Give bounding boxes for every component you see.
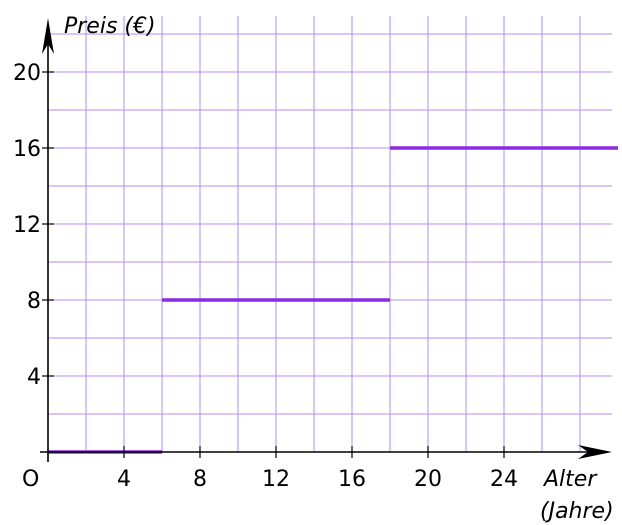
x-tick-label: 24 — [490, 467, 518, 492]
labels: O Preis (€) Alter (Jahre) — [22, 14, 614, 524]
y-tick-label: 16 — [13, 137, 41, 162]
x-axis-arrowhead — [578, 445, 612, 459]
x-tick-label: 20 — [414, 467, 442, 492]
origin-label: O — [22, 467, 39, 492]
y-tick-label: 8 — [27, 289, 41, 314]
x-tick-label: 4 — [117, 467, 131, 492]
y-tick-label: 12 — [13, 213, 41, 238]
y-tick-label: 20 — [13, 61, 41, 86]
grid — [48, 16, 612, 452]
ticks: 4 8 12 16 20 24 4 8 12 16 20 — [13, 61, 518, 492]
axes — [40, 18, 612, 462]
y-tick-label: 4 — [27, 365, 41, 390]
x-axis-title-line2: (Jahre) — [540, 499, 614, 524]
x-tick-label: 16 — [338, 467, 366, 492]
x-axis-title-line1: Alter — [542, 467, 598, 492]
y-axis-arrowhead — [42, 18, 54, 54]
y-axis-title: Preis (€) — [64, 14, 156, 39]
x-tick-label: 12 — [262, 467, 290, 492]
x-tick-label: 8 — [193, 467, 207, 492]
